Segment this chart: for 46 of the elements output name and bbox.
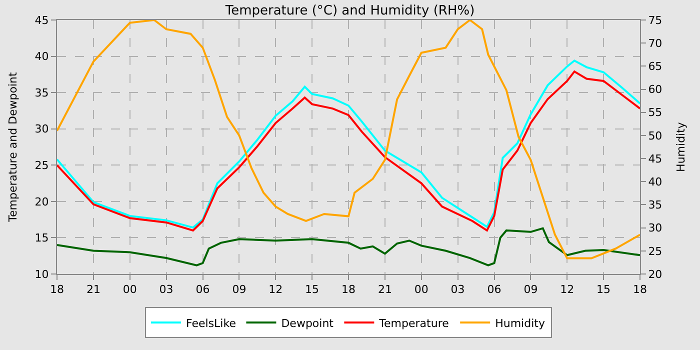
- y2-tick-label: 45: [648, 152, 662, 166]
- y-tick-label: 45: [34, 14, 49, 27]
- x-tick-label: 09: [524, 283, 538, 296]
- x-tick-label: 15: [305, 283, 320, 296]
- x-tick-label: 09: [232, 283, 246, 296]
- y2-tick-label: 30: [648, 222, 662, 235]
- x-tick-label: 00: [414, 283, 428, 296]
- y2-tick-label: 55: [648, 106, 662, 120]
- x-tick-label: 06: [196, 283, 210, 296]
- x-tick-label: 03: [159, 283, 174, 296]
- x-tick-label: 06: [487, 283, 502, 296]
- x-tick-label: 18: [633, 283, 647, 296]
- y2-tick-label: 40: [648, 175, 662, 188]
- x-tick-label: 00: [122, 283, 137, 296]
- x-tick-label: 21: [378, 283, 392, 296]
- line-series: [57, 227, 640, 266]
- y2-axis-title: Humidity: [674, 122, 688, 172]
- y2-tick-label: 70: [648, 36, 662, 50]
- y-tick-label: 40: [34, 50, 49, 64]
- y2-tick-label: 65: [648, 60, 662, 74]
- legend-label: Humidity: [495, 316, 546, 330]
- legend-label: FeelsLike: [186, 316, 236, 330]
- x-tick-label: 18: [50, 283, 64, 296]
- y2-tick-label: 35: [648, 198, 662, 212]
- legend-label: Dewpoint: [281, 316, 334, 330]
- y-tick-label: 30: [34, 122, 49, 136]
- y-tick-label: 35: [34, 86, 49, 100]
- y-tick-label: 15: [34, 232, 49, 245]
- y2-tick-label: 50: [648, 129, 662, 142]
- x-tick-label: 21: [86, 283, 100, 296]
- x-tick-label: 03: [450, 283, 465, 296]
- y2-tick-label: 20: [648, 268, 662, 281]
- x-tick-label: 15: [596, 283, 611, 296]
- legend-label: Temperature: [378, 316, 450, 330]
- chart-title: Temperature (°C) and Humidity (RH%): [224, 3, 475, 18]
- y2-tick-label: 75: [648, 14, 662, 27]
- line-series: [57, 20, 640, 260]
- y-axis-title: Temperature and Dewpoint: [6, 71, 20, 223]
- y-tick-label: 25: [34, 158, 49, 172]
- x-tick-label: 12: [560, 283, 574, 296]
- y-tick-label: 20: [34, 195, 49, 208]
- y2-tick-label: 25: [648, 244, 662, 258]
- x-tick-label: 12: [268, 283, 283, 296]
- y2-tick-label: 60: [648, 83, 662, 96]
- x-tick-label: 18: [342, 283, 356, 296]
- y-tick-label: 10: [34, 268, 49, 281]
